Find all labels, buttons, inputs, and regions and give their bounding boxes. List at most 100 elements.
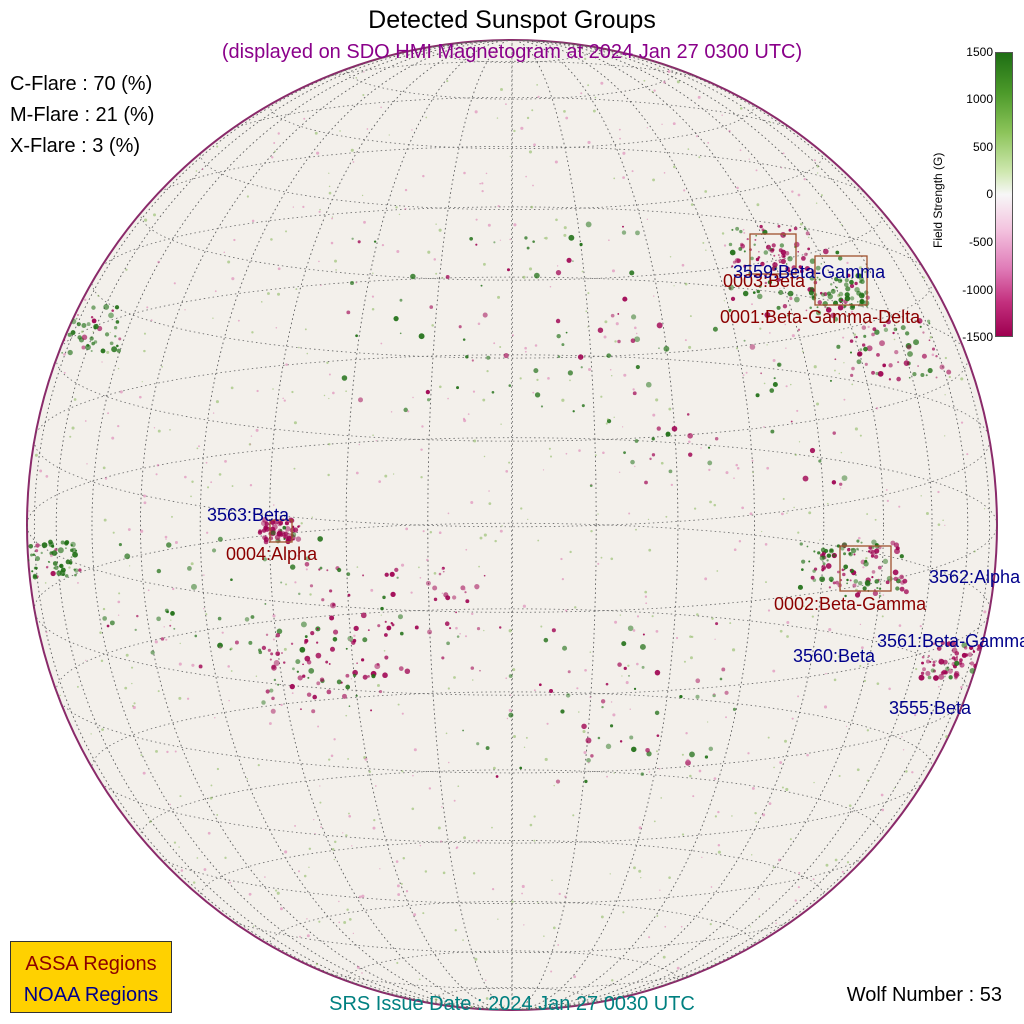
- magnetic-feature: [797, 531, 800, 534]
- magnetic-feature: [508, 708, 512, 712]
- magnetic-feature: [407, 410, 410, 413]
- magnetic-feature: [610, 701, 613, 703]
- magnetic-feature: [52, 561, 58, 566]
- magnetic-feature: [246, 195, 249, 198]
- magnetic-feature: [681, 833, 685, 836]
- magnetic-feature: [419, 51, 422, 53]
- magnetic-feature: [625, 681, 629, 685]
- magnetic-feature: [585, 737, 592, 744]
- magnetic-feature: [955, 656, 958, 658]
- magnetic-feature: [780, 167, 783, 169]
- magnetic-feature: [482, 398, 486, 402]
- magnetic-feature: [779, 243, 785, 248]
- magnetic-feature: [73, 568, 76, 571]
- magnetic-feature: [912, 371, 917, 377]
- magnetic-feature: [944, 394, 946, 396]
- magnetic-feature: [74, 573, 77, 577]
- magnetic-feature: [491, 888, 495, 891]
- magnetic-feature: [862, 586, 867, 591]
- magnetic-feature: [779, 761, 783, 764]
- magnetic-feature: [224, 856, 227, 859]
- magnetic-feature: [780, 258, 786, 264]
- magnetic-feature: [276, 628, 283, 635]
- magnetic-feature: [410, 591, 413, 594]
- magnetic-feature: [847, 314, 851, 317]
- magnetic-feature: [707, 721, 709, 723]
- magnetic-feature: [859, 623, 862, 626]
- magnetic-feature: [297, 675, 303, 681]
- magnetic-feature: [374, 663, 381, 670]
- magnetic-feature: [493, 241, 496, 244]
- magnetic-feature: [942, 519, 944, 522]
- region-box: [814, 255, 868, 306]
- magnetic-feature: [396, 884, 400, 888]
- magnetic-feature: [370, 588, 374, 592]
- magnetic-feature: [948, 375, 951, 379]
- magnetic-feature: [643, 79, 646, 82]
- magnetic-feature: [372, 272, 374, 274]
- magnetic-feature: [937, 685, 940, 688]
- magnetic-feature: [960, 685, 963, 689]
- magnetic-feature: [286, 535, 293, 542]
- magnetic-feature: [615, 322, 619, 326]
- magnetic-feature: [258, 650, 263, 655]
- magnetic-feature: [72, 305, 76, 309]
- magnetic-feature: [813, 781, 815, 784]
- magnetic-feature: [835, 286, 838, 289]
- magnetic-feature: [644, 595, 648, 598]
- magnetic-feature: [426, 398, 431, 402]
- magnetic-feature: [69, 558, 73, 562]
- magnetic-feature: [857, 536, 861, 540]
- magnetic-feature: [107, 412, 110, 415]
- magnetic-feature: [758, 250, 760, 253]
- magnetic-feature: [821, 292, 826, 297]
- magnetic-feature: [464, 591, 467, 594]
- magnetic-feature: [687, 148, 690, 150]
- magnetic-feature: [713, 962, 716, 964]
- magnetic-feature: [834, 277, 839, 282]
- magnetic-feature: [314, 833, 316, 835]
- magnetic-feature: [622, 176, 625, 179]
- magnetic-feature: [565, 693, 571, 698]
- magnetic-feature: [877, 370, 884, 377]
- magnetic-feature: [463, 588, 466, 591]
- magnetic-feature: [680, 925, 683, 928]
- magnetic-feature: [50, 570, 56, 577]
- magnetic-feature: [898, 505, 901, 508]
- magnetic-feature: [816, 310, 822, 316]
- magnetic-feature: [635, 364, 640, 370]
- magnetic-feature: [556, 265, 559, 267]
- magnetic-feature: [455, 611, 457, 614]
- magnetic-feature: [380, 106, 382, 109]
- magnetic-feature: [112, 531, 115, 534]
- magnetic-feature: [859, 348, 863, 352]
- magnetic-feature: [808, 511, 812, 515]
- magnetic-feature: [926, 659, 931, 664]
- magnetic-feature: [742, 290, 749, 297]
- magnetic-feature: [323, 394, 326, 397]
- magnetic-feature: [927, 654, 931, 658]
- magnetic-feature: [861, 325, 867, 330]
- magnetic-feature: [210, 784, 213, 787]
- magnetic-feature: [832, 581, 836, 585]
- magnetic-feature: [748, 158, 750, 160]
- magnetic-feature: [209, 796, 213, 800]
- magnetic-feature: [500, 423, 502, 425]
- magnetic-feature: [749, 344, 756, 350]
- noaa-region-label: 3563:Beta: [207, 505, 290, 525]
- magnetic-feature: [549, 455, 553, 458]
- noaa-region-label: 3560:Beta: [793, 646, 876, 666]
- magnetic-feature: [132, 705, 136, 710]
- magnetic-feature: [855, 335, 858, 339]
- magnetic-feature: [103, 304, 110, 310]
- magnetic-feature: [843, 362, 845, 364]
- magnetic-feature: [548, 447, 551, 450]
- magnetic-feature: [594, 96, 597, 99]
- c-flare-probability: C-Flare : 70 (%): [10, 73, 153, 95]
- magnetic-feature: [50, 346, 55, 350]
- magnetic-feature: [358, 895, 362, 899]
- magnetic-feature: [875, 371, 879, 376]
- magnetic-feature: [318, 568, 321, 571]
- magnetic-feature: [217, 616, 222, 621]
- magnetic-feature: [116, 344, 119, 348]
